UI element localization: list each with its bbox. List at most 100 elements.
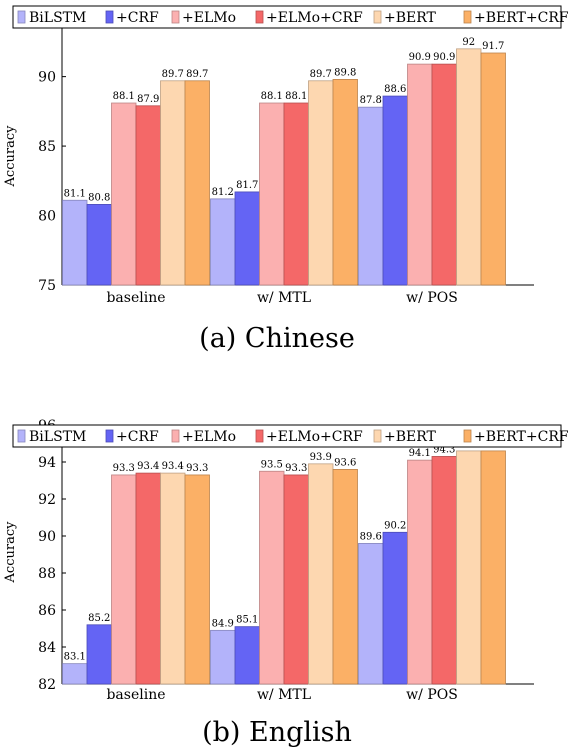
legend-swatch xyxy=(373,10,382,24)
y-tick-label: 90 xyxy=(38,529,56,545)
legend-entry: +ELMo+CRF xyxy=(266,429,363,445)
bar xyxy=(111,102,137,286)
bar xyxy=(283,102,309,286)
data-label: 83.1 xyxy=(64,652,86,663)
bar xyxy=(407,459,433,685)
data-label: 93.3 xyxy=(285,463,307,474)
bar xyxy=(160,472,186,685)
bar xyxy=(111,474,137,685)
data-label: 89.7 xyxy=(310,69,332,80)
bar xyxy=(431,63,457,286)
data-label: 93.3 xyxy=(186,463,208,474)
legend-entry: +BERT+CRF xyxy=(474,429,569,445)
legend-swatch xyxy=(255,429,264,443)
legend-entry: BiLSTM xyxy=(29,10,86,26)
x-tick-label: baseline xyxy=(106,290,165,306)
legend-swatch xyxy=(105,429,114,443)
legend-swatch xyxy=(255,10,264,24)
data-label: 93.6 xyxy=(334,457,356,468)
bar xyxy=(234,191,260,286)
chart-caption: (b) English xyxy=(202,717,352,748)
bar xyxy=(160,80,186,286)
y-tick-label: 90 xyxy=(38,70,56,86)
bar xyxy=(210,629,236,685)
legend-swatch xyxy=(17,429,26,443)
legend-entry: BiLSTM xyxy=(29,429,86,445)
bar xyxy=(62,663,88,685)
bar xyxy=(480,450,506,685)
legend-entry: +BERT+CRF xyxy=(474,10,569,26)
data-label: 92 xyxy=(462,37,475,48)
data-label: 94.1 xyxy=(409,448,431,459)
bar xyxy=(382,531,408,685)
bar xyxy=(184,80,210,286)
data-label: 90.2 xyxy=(384,520,406,531)
bar xyxy=(480,52,506,286)
y-tick-label: 80 xyxy=(38,209,56,225)
data-label: 88.1 xyxy=(113,91,135,102)
data-label: 88.1 xyxy=(285,91,307,102)
bar xyxy=(382,95,408,286)
data-label: 89.7 xyxy=(186,69,208,80)
data-label: 93.9 xyxy=(310,452,332,463)
bar xyxy=(135,472,161,685)
bar xyxy=(308,463,334,685)
data-label: 88.6 xyxy=(384,84,406,95)
legend-entry: +ELMo+CRF xyxy=(266,10,363,26)
y-axis-label: Accuracy xyxy=(3,125,18,188)
bar xyxy=(332,468,358,685)
legend-swatch xyxy=(373,429,382,443)
bar xyxy=(86,624,112,685)
x-tick-label: w/ MTL xyxy=(257,687,311,703)
data-label: 87.8 xyxy=(360,95,382,106)
legend xyxy=(12,5,562,29)
bar xyxy=(456,48,482,286)
bar xyxy=(456,450,482,685)
y-axis-label: Accuracy xyxy=(3,521,18,584)
data-label: 93.4 xyxy=(137,461,159,472)
bar xyxy=(407,63,433,286)
y-tick-label: 82 xyxy=(38,677,56,693)
data-label: 84.9 xyxy=(212,618,234,629)
y-tick-label: 88 xyxy=(38,566,56,582)
legend-entry: +ELMo xyxy=(182,10,236,26)
bar xyxy=(358,106,384,286)
legend-swatch xyxy=(463,429,472,443)
data-label: 94.3 xyxy=(433,444,455,455)
data-label: 85.1 xyxy=(236,615,258,626)
bar xyxy=(184,474,210,685)
x-tick-label: w/ POS xyxy=(406,687,458,703)
data-label: 90.9 xyxy=(409,52,431,63)
legend-entry: +CRF xyxy=(116,429,159,445)
bar xyxy=(259,102,285,286)
data-label: 89.7 xyxy=(162,69,184,80)
bar xyxy=(62,199,88,286)
x-tick-label: w/ POS xyxy=(406,290,458,306)
legend-swatch xyxy=(463,10,472,24)
y-tick-label: 94 xyxy=(38,455,56,471)
legend-swatch xyxy=(171,10,180,24)
data-label: 87.9 xyxy=(137,94,159,105)
bar xyxy=(86,204,112,286)
x-tick-label: baseline xyxy=(106,687,165,703)
data-label: 89.6 xyxy=(360,531,382,542)
legend-entry: +ELMo xyxy=(182,429,236,445)
data-label: 93.5 xyxy=(261,459,283,470)
y-tick-label: 92 xyxy=(38,492,56,508)
legend-swatch xyxy=(105,10,114,24)
data-label: 85.2 xyxy=(88,613,110,624)
y-tick-label: 75 xyxy=(38,278,56,294)
data-label: 91.7 xyxy=(482,41,504,52)
legend-entry: +BERT xyxy=(384,10,437,26)
data-label: 88.1 xyxy=(261,91,283,102)
data-label: 93.3 xyxy=(113,463,135,474)
legend-swatch xyxy=(17,10,26,24)
y-tick-label: 84 xyxy=(38,640,56,656)
chart-caption: (a) Chinese xyxy=(199,323,355,354)
bar xyxy=(259,470,285,685)
legend-entry: +BERT xyxy=(384,429,437,445)
data-label: 90.9 xyxy=(433,52,455,63)
bar xyxy=(210,198,236,286)
bar xyxy=(431,456,457,685)
